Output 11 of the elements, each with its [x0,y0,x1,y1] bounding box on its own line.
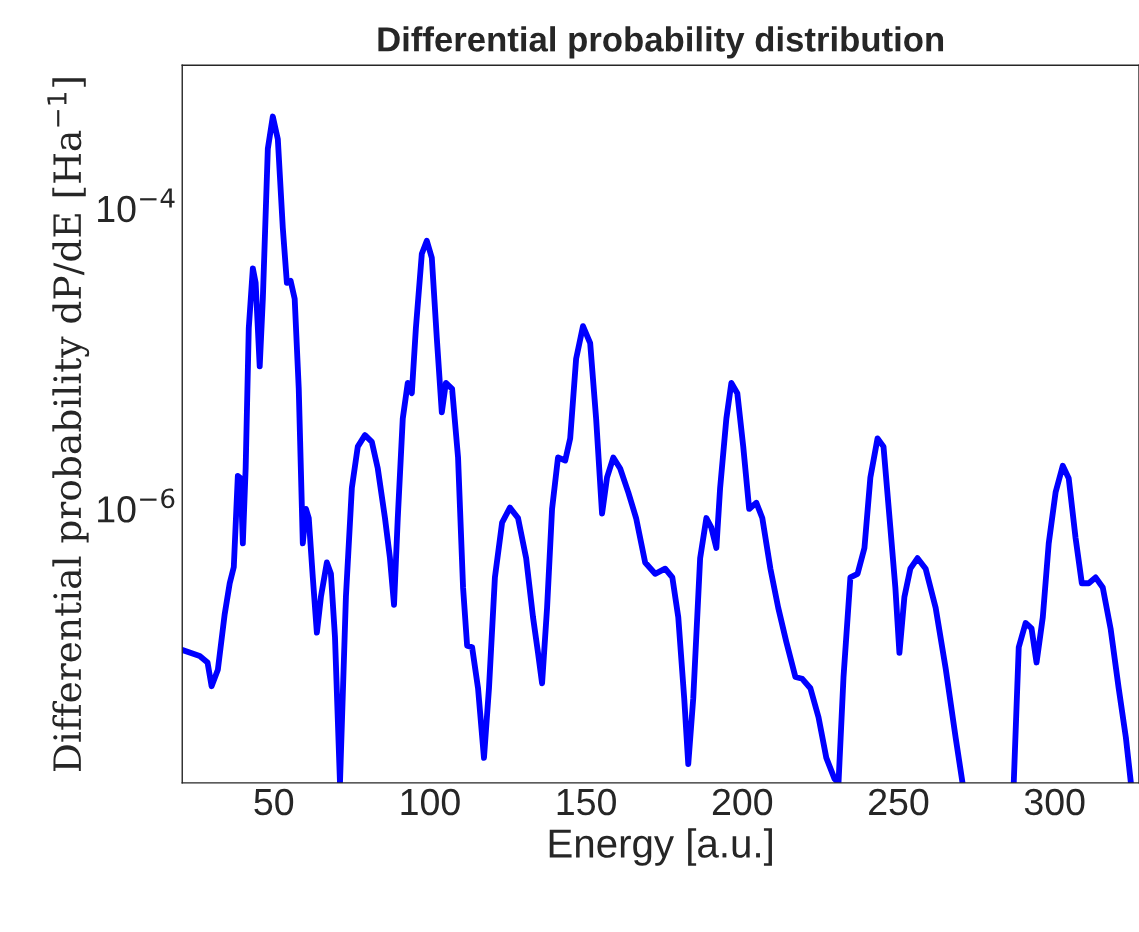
y-tick-label: 10$^{−6}$ [98,488,175,523]
x-axis-title: Energy [a.u.] [549,828,772,866]
y-tick-label: 10$^{−4}$ [98,188,175,223]
y-axis-title: Differential probability dP/dE [Ha$^{−1}$] [47,78,90,772]
x-tick-label: 250 [869,788,929,816]
x-tick-label: 50 [254,788,294,816]
x-tick-label: 200 [712,788,773,816]
chart-title: Differential probability distribution [378,26,944,59]
x-tick-label: 100 [401,788,460,816]
x-tick-label: 300 [1024,788,1085,816]
x-tick-label: 150 [557,788,616,816]
